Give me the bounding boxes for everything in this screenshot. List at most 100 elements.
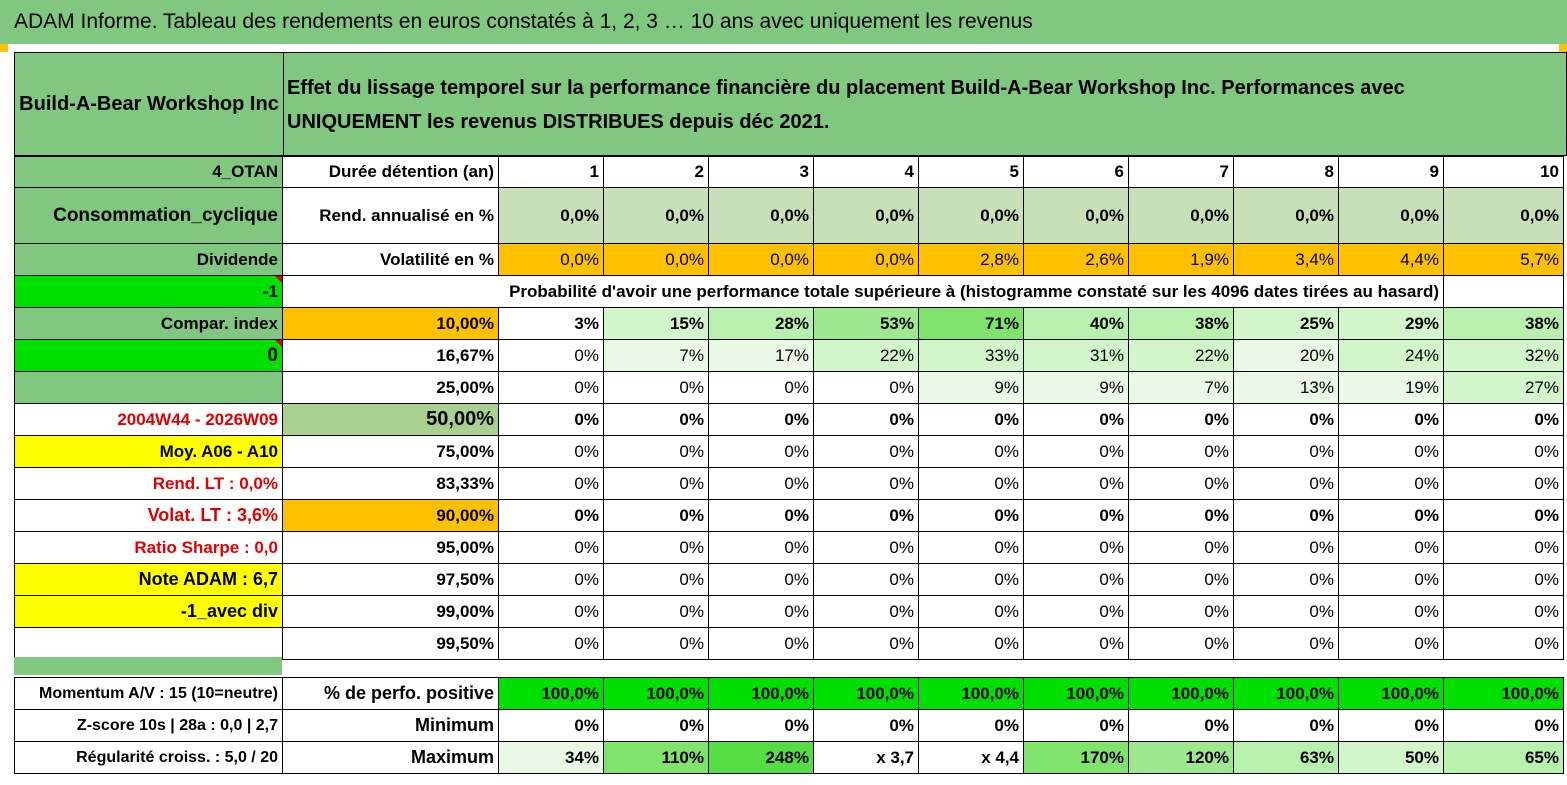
maximum-value: x 4,4 (918, 741, 1024, 774)
minimum-value: 0% (1023, 709, 1129, 742)
prob-threshold: 97,50% (282, 563, 499, 596)
prob-value: 33% (918, 339, 1024, 372)
prob-row: Note ADAM : 6,7 97,50% 0% 0% 0% 0% 0% 0%… (14, 563, 1564, 596)
minimum-value: 0% (1338, 709, 1444, 742)
performance-table: 4_OTAN Durée détention (an) 1 2 3 4 5 6 … (14, 156, 1564, 660)
corner-marker (1559, 44, 1567, 52)
prob-value: 0% (1233, 467, 1339, 500)
prob-value: 0% (1443, 531, 1564, 564)
prob-value: 0% (603, 467, 709, 500)
prob-value: 0% (918, 467, 1024, 500)
minimum-row: Z-score 10s | 28a : 0,0 | 2,7 Minimum 0%… (14, 709, 1564, 742)
prob-value: 0% (603, 403, 709, 436)
volat-value: 2,8% (918, 243, 1024, 276)
header-band: Build-A-Bear Workshop Inc Effet du lissa… (14, 52, 1567, 156)
note-adam: Note ADAM : 6,7 (14, 563, 283, 596)
minimum-value: 0% (813, 709, 919, 742)
prob-value: 0% (813, 563, 919, 596)
maximum-value: 50% (1338, 741, 1444, 774)
year-header: 3 (708, 156, 814, 188)
prob-value: 0% (918, 499, 1024, 532)
prob-value: 0% (1233, 563, 1339, 596)
volat-lt-label: Volat. LT : 3,6% (14, 499, 283, 532)
prob-value: 0% (1128, 499, 1234, 532)
positive-value: 100,0% (603, 677, 709, 710)
year-header: 7 (1128, 156, 1234, 188)
minimum-value: 0% (1233, 709, 1339, 742)
prob-value: 0% (1338, 595, 1444, 628)
positive-value: 100,0% (813, 677, 919, 710)
prob-value: 0% (708, 563, 814, 596)
prob-value: 0% (498, 595, 604, 628)
prob-row: 25,00% 0% 0% 0% 0% 9% 9% 7% 13% 19% 27% (14, 371, 1564, 404)
prob-value: 0% (1338, 403, 1444, 436)
prob-row: 0 16,67% 0% 7% 17% 22% 33% 31% 22% 20% 2… (14, 339, 1564, 372)
volat-value: 0,0% (708, 243, 814, 276)
prob-value: 0% (603, 595, 709, 628)
separator-bar (14, 657, 282, 675)
minimum-value: 0% (918, 709, 1024, 742)
maximum-value: 110% (603, 741, 709, 774)
prob-value: 17% (708, 339, 814, 372)
prob-value: 3% (498, 307, 604, 340)
prob-value: 0% (813, 371, 919, 404)
prob-value: 0% (1443, 627, 1564, 660)
prob-value: 0% (708, 371, 814, 404)
header-description: Effet du lissage temporel sur la perform… (287, 71, 1487, 139)
minimum-value: 0% (498, 709, 604, 742)
year-header: 1 (498, 156, 604, 188)
positive-value: 100,0% (498, 677, 604, 710)
description-line-2: UNIQUEMENT les revenus DISTRIBUES depuis… (287, 111, 830, 133)
positive-value: 100,0% (1128, 677, 1234, 710)
prob-value: 0% (603, 627, 709, 660)
prob-threshold: 16,67% (282, 339, 499, 372)
prob-row: Rend. LT : 0,0% 83,33% 0% 0% 0% 0% 0% 0%… (14, 467, 1564, 500)
prob-row: 2004W44 - 2026W09 50,00% 0% 0% 0% 0% 0% … (14, 403, 1564, 436)
prob-value: 0% (1233, 595, 1339, 628)
prob-value: 24% (1338, 339, 1444, 372)
zero-cell: 0 (14, 339, 283, 372)
prob-value: 0% (813, 467, 919, 500)
prob-value: 0% (918, 435, 1024, 468)
prob-row: Volat. LT : 3,6% 90,00% 0% 0% 0% 0% 0% 0… (14, 499, 1564, 532)
prob-value: 0% (1023, 595, 1129, 628)
prob-value: 0% (1443, 467, 1564, 500)
volat-value: 4,4% (1338, 243, 1444, 276)
description-line-1: Effet du lissage temporel sur la perform… (287, 77, 1405, 99)
prob-threshold: 99,00% (282, 595, 499, 628)
maximum-value: 65% (1443, 741, 1564, 774)
prob-value: 0% (708, 403, 814, 436)
period-label: 2004W44 - 2026W09 (14, 403, 283, 436)
compar-index-label: Compar. index (14, 307, 283, 340)
prob-value: 0% (603, 499, 709, 532)
prob-value: 7% (603, 339, 709, 372)
prob-value: 0% (1128, 435, 1234, 468)
prob-threshold: 25,00% (282, 371, 499, 404)
volat-value: 0,0% (813, 243, 919, 276)
prob-value: 9% (1023, 371, 1129, 404)
prob-value: 0% (1338, 627, 1444, 660)
prob-value: 0% (1023, 435, 1129, 468)
volat-value: 1,9% (1128, 243, 1234, 276)
prob-threshold: 83,33% (282, 467, 499, 500)
maximum-value: 34% (498, 741, 604, 774)
prob-value: 71% (918, 307, 1024, 340)
company-name: Build-A-Bear Workshop Inc (15, 53, 284, 155)
prob-value: 0% (918, 563, 1024, 596)
rend-value: 0,0% (1128, 187, 1234, 244)
prob-value: 0% (918, 531, 1024, 564)
prob-value: 0% (498, 563, 604, 596)
prob-value: 0% (1233, 627, 1339, 660)
prob-value: 0% (708, 467, 814, 500)
prob-value: 0% (498, 403, 604, 436)
prob-value: 0% (813, 499, 919, 532)
prob-value: 0% (603, 435, 709, 468)
prob-value: 0% (1023, 499, 1129, 532)
prob-value: 0% (498, 435, 604, 468)
positive-value: 100,0% (708, 677, 814, 710)
corner-marker (0, 44, 8, 52)
prob-value: 19% (1338, 371, 1444, 404)
prob-threshold: 99,50% (282, 627, 499, 660)
year-header: 5 (918, 156, 1024, 188)
rend-value: 0,0% (1023, 187, 1129, 244)
